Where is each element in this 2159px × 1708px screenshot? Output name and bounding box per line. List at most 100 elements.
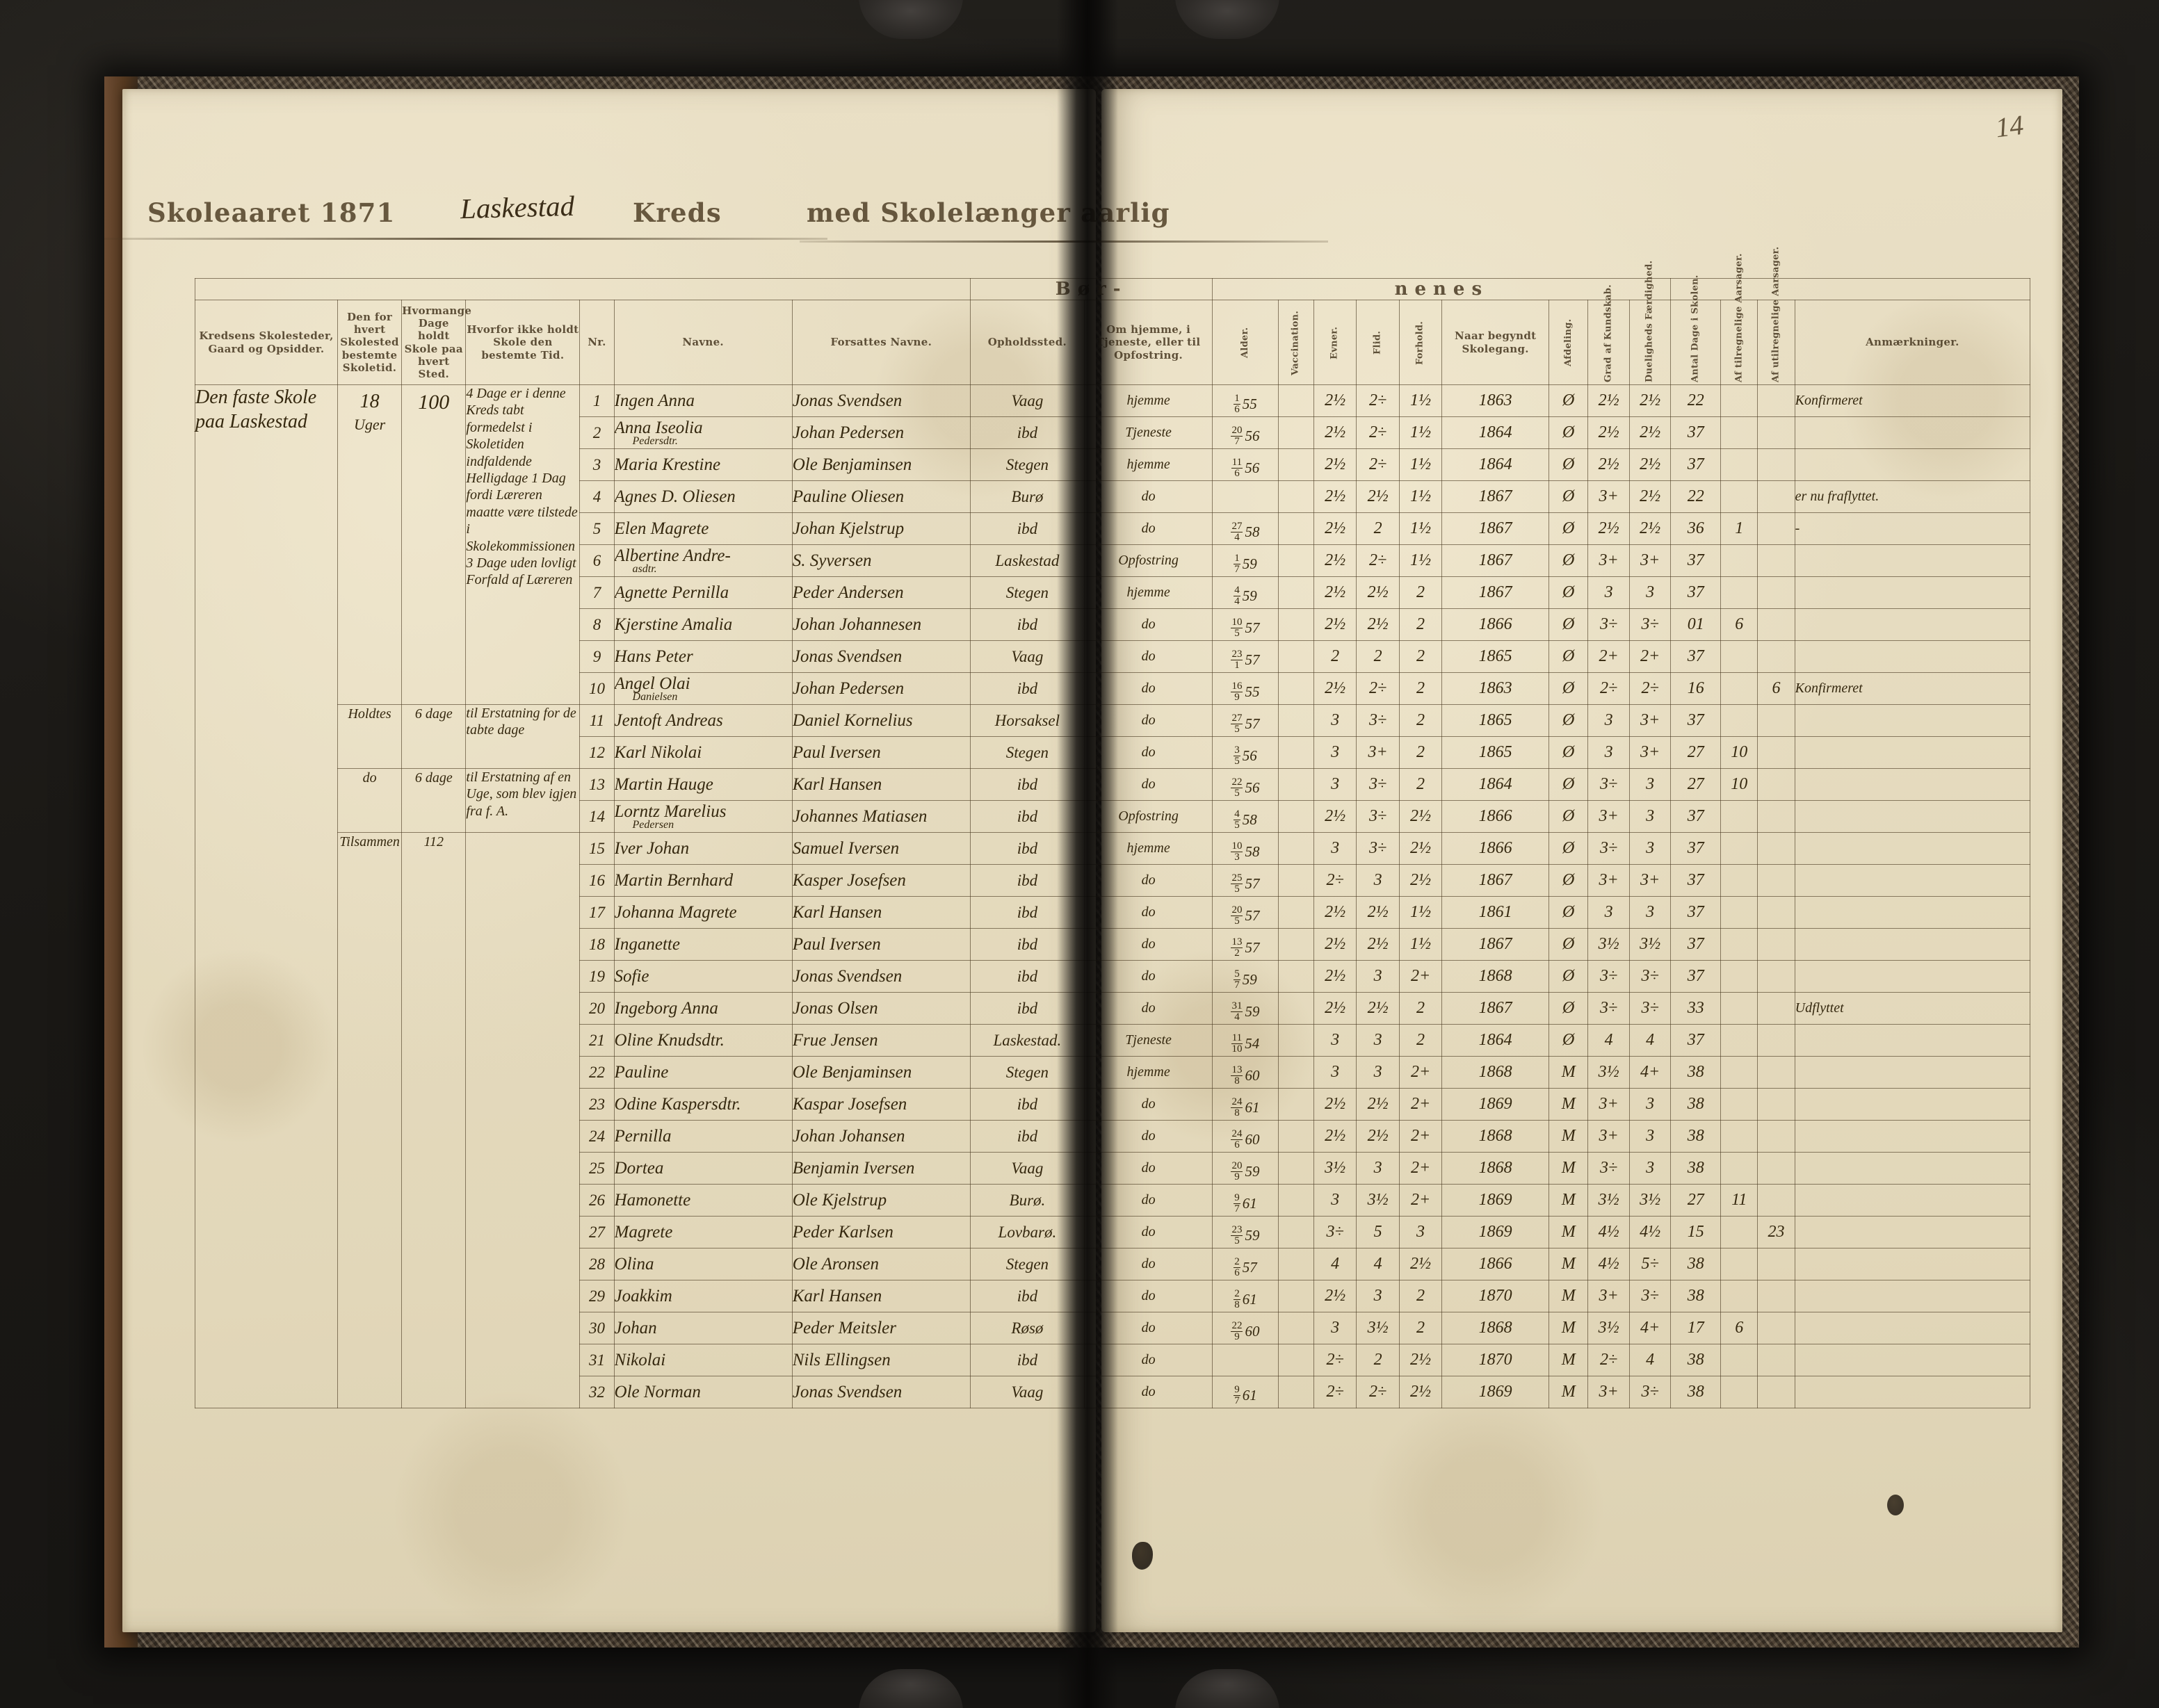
cell-residence: ibd [969,896,1085,929]
cell-flid: 2÷ [1356,544,1400,577]
cell-tilregnelig [1720,480,1758,513]
cell-utilregnelig [1757,864,1795,897]
school-length-label: med Skolelænger aarlig [807,197,1170,228]
cell-parent-name: Paul Iversen [791,736,971,769]
cell-grad-kundskab: 3+ [1587,480,1630,513]
left-panel-extra2-note: til Erstatning af en Uge, som blev igjen… [465,768,581,833]
cell-forhold: 1½ [1398,480,1443,513]
cell-anmaerkninger [1794,1376,2031,1408]
cell-naar-begyndt: 1869 [1441,1376,1550,1408]
cell-naar-begyndt: 1861 [1441,896,1550,929]
cell-evner: 2½ [1313,384,1357,417]
cell-om-hjemme: do [1083,704,1213,737]
cell-tilregnelig [1720,704,1758,737]
cell-anmaerkninger [1794,416,2031,449]
cell-alder: 1 6 55 [1212,384,1279,417]
cell-dueligheds: 3 [1628,800,1672,833]
header-parent-name: Forsattes Navne. [791,300,971,385]
cell-nr: 21 [579,1024,615,1057]
cell-utilregnelig [1757,576,1795,609]
cell-afdeling: Ø [1549,448,1589,481]
cell-dueligheds: 3+ [1628,704,1672,737]
cell-nr: 19 [579,960,615,993]
cell-alder: 22 9 60 [1212,1312,1279,1344]
cell-residence: ibd [969,1088,1085,1121]
cell-flid: 2 [1356,1344,1400,1376]
cell-flid: 2½ [1356,1120,1400,1153]
cell-parent-name: Johan Pedersen [791,416,971,449]
table-row: do 6 dage til Erstatning af en Uge, som bl… [195,768,2031,833]
cell-afdeling: M [1549,1216,1589,1249]
cell-nr: 2 [579,416,615,449]
cell-utilregnelig [1757,1056,1795,1089]
cell-name: Inganette [613,928,793,961]
cell-anmaerkninger [1794,704,2031,737]
table-row: 10 Angel Olai Danielsen Johan Pedersen ibd do… [195,672,2031,705]
table-row: Holdtes 6 dage til Erstatning for de tabte… [195,704,2031,769]
cell-utilregnelig [1757,1248,1795,1280]
cell-nr: 32 [579,1376,615,1408]
cell-dueligheds: 3+ [1628,544,1672,577]
ink-blot [1132,1542,1153,1570]
cell-utilregnelig [1757,1184,1795,1217]
cell-dueligheds: 3÷ [1628,960,1672,993]
cell-naar-begyndt: 1865 [1441,640,1550,673]
cell-parent-name: Karl Hansen [791,1280,971,1312]
cell-antal-dage: 22 [1670,384,1722,417]
cell-naar-begyndt: 1867 [1441,992,1550,1025]
table-row: 5 Elen Magrete Johan Kjelstrup ibd do 27 4 58 2½… [195,512,2031,545]
cell-anmaerkninger [1794,1312,2031,1344]
cell-forhold: 2 [1398,768,1443,801]
cell-evner: 2½ [1313,576,1357,609]
cell-evner: 2÷ [1313,1344,1357,1376]
cell-flid: 3÷ [1356,832,1400,865]
cell-utilregnelig [1757,800,1795,833]
cell-residence: ibd [969,960,1085,993]
cell-tilregnelig [1720,672,1758,705]
cell-naar-begyndt: 1868 [1441,1152,1550,1185]
cell-grad-kundskab: 4½ [1587,1248,1630,1280]
left-panel-extra1-days: 6 dage [401,704,467,769]
cell-tilregnelig: 6 [1720,1312,1758,1344]
cell-flid: 3+ [1356,736,1400,769]
cell-om-hjemme: do [1083,1248,1213,1280]
cell-afdeling: M [1549,1120,1589,1153]
cell-vaccination [1277,1216,1314,1249]
header-naar-begyndt: Naar begyndt Skolegang. [1441,300,1550,385]
cell-dueligheds: 2½ [1628,416,1672,449]
cell-vaccination [1277,1344,1314,1376]
cell-om-hjemme: do [1083,1184,1213,1217]
cell-alder: 24 8 61 [1212,1088,1279,1121]
cell-forhold: 2 [1398,640,1443,673]
cell-om-hjemme: Tjeneste [1083,1024,1213,1057]
cell-alder: 31 4 59 [1212,992,1279,1025]
cell-antal-dage: 37 [1670,704,1722,737]
cell-utilregnelig [1757,832,1795,865]
cell-forhold: 2+ [1398,1184,1443,1217]
cell-evner: 2½ [1313,608,1357,641]
cell-vaccination [1277,768,1314,801]
cell-name: Ingen Anna [613,384,793,417]
cell-vaccination [1277,672,1314,705]
register-body: Den faste Skole paa Laskestad 18 Uger 100 4 … [195,384,2031,1408]
cell-utilregnelig [1757,1088,1795,1121]
cell-anmaerkninger [1794,1024,2031,1057]
cell-alder: 27 5 57 [1212,704,1279,737]
cell-flid: 2 [1356,512,1400,545]
cell-antal-dage: 27 [1670,1184,1722,1217]
cell-evner: 2½ [1313,800,1357,833]
cell-grad-kundskab: 3+ [1587,1088,1630,1121]
cell-naar-begyndt: 1863 [1441,672,1550,705]
cell-grad-kundskab: 2½ [1587,384,1630,417]
table-row: 12 Karl Nikolai Paul Iversen Stegen do 3 5 56 3 3… [195,736,2031,769]
group-label-nenes: nenes [1212,278,1672,300]
cell-om-hjemme: do [1083,960,1213,993]
cell-alder: 11 10 54 [1212,1024,1279,1057]
cell-anmaerkninger [1794,1216,2031,1249]
cell-forhold: 2½ [1398,800,1443,833]
cell-afdeling: M [1549,1344,1589,1376]
header-antal-dage: Antal Dage i Skolen. [1670,275,1721,385]
cell-parent-name: Jonas Olsen [791,992,971,1025]
cell-evner: 2½ [1313,416,1357,449]
cell-evner: 3 [1313,1312,1357,1344]
